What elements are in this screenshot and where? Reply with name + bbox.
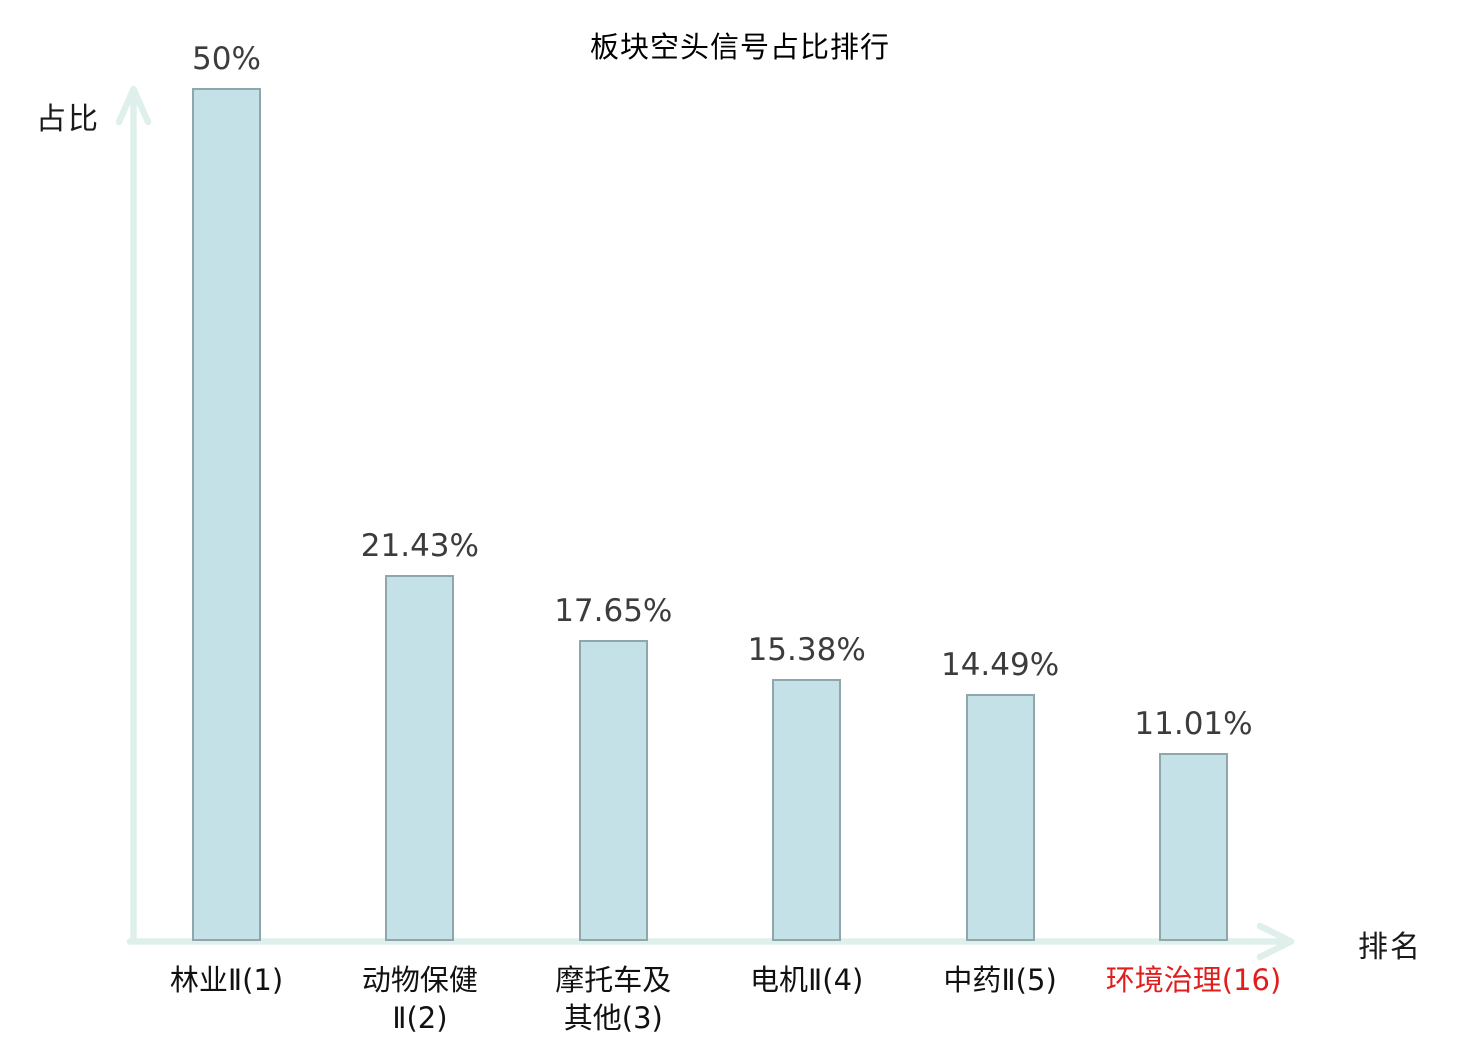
bar [1159,753,1228,941]
y-axis-arrow [115,85,152,945]
bar [192,88,261,941]
category-label: 电机Ⅱ(4) [750,963,864,997]
value-label: 15.38% [747,631,866,668]
value-label: 14.49% [940,646,1060,683]
category-label: 中药Ⅱ(5) [943,963,1057,997]
bar [965,693,1035,941]
bar [385,575,455,941]
value-label: 50% [192,41,261,77]
x-axis-arrow [126,922,1295,961]
bar [578,639,648,941]
value-label: 21.43% [360,528,479,565]
category-label: 动物保健 Ⅱ(2) [361,963,478,1035]
chart-title: 板块空头信号占比排行 [589,30,890,64]
y-axis-label: 占比 [36,102,100,137]
category-label: 林业Ⅱ(1) [169,963,284,997]
category-label: 摩托车及 其他(3) [555,963,672,1035]
x-axis-label: 排名 [1358,930,1422,965]
value-label: 17.65% [554,592,673,629]
category-label: 环境治理(16) [1105,963,1282,997]
bar [772,678,842,941]
value-label: 11.01% [1134,706,1253,743]
